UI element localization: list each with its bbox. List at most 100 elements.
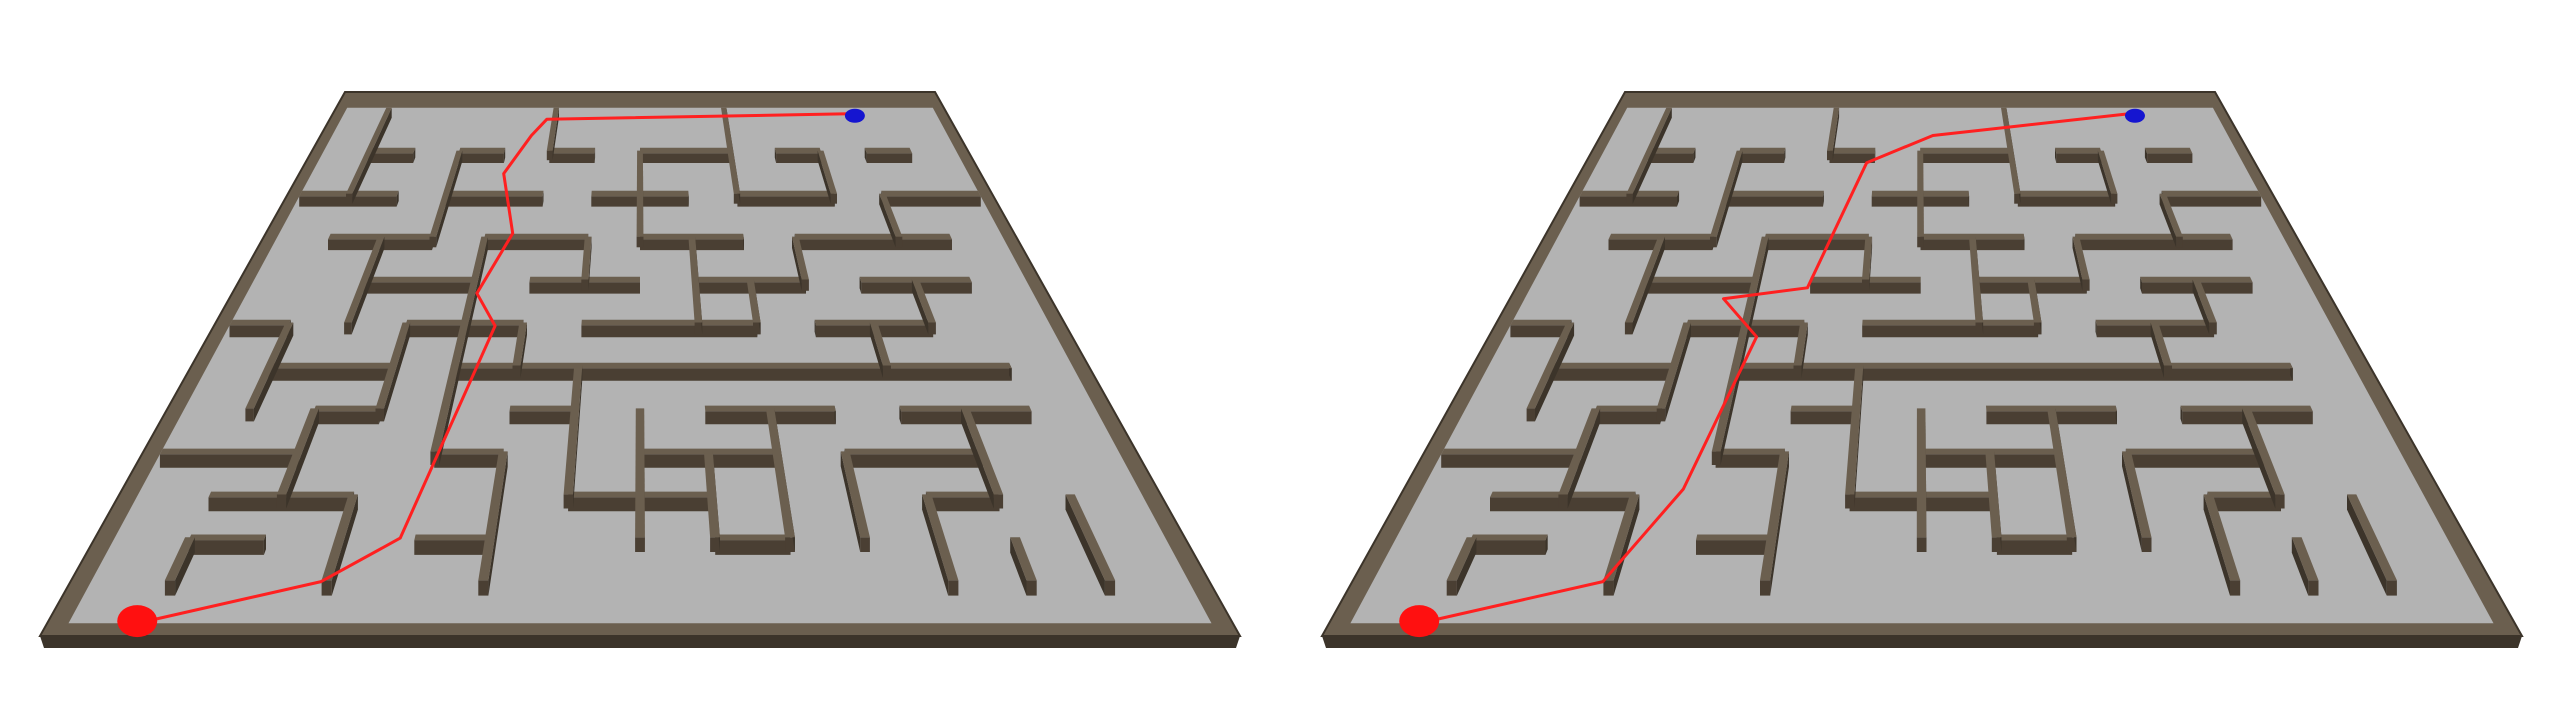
maze-wall-side bbox=[520, 322, 527, 378]
maze-wall-side bbox=[384, 322, 411, 422]
maze-wall-front bbox=[2076, 239, 2233, 251]
maze-wall-side bbox=[1716, 150, 1743, 248]
maze-wall-top bbox=[581, 319, 758, 326]
board-edge bbox=[40, 636, 1240, 648]
maze-wall-front bbox=[1991, 537, 2002, 552]
maze-wall-front bbox=[1760, 580, 1771, 596]
maze-wall-front bbox=[164, 580, 176, 596]
maze-wall-side bbox=[263, 534, 266, 555]
maze-wall-side bbox=[2072, 236, 2083, 291]
maze-wall-top bbox=[1738, 147, 1786, 154]
maze-wall-top bbox=[581, 236, 592, 280]
maze-wall-front bbox=[549, 153, 595, 163]
maze-wall-top bbox=[774, 147, 822, 154]
maze-wall-side bbox=[2291, 537, 2309, 596]
maze-wall-top bbox=[1710, 150, 1743, 237]
maze-wall-top bbox=[2047, 408, 2077, 538]
maze-wall-side bbox=[542, 190, 544, 207]
maze-wall-top bbox=[635, 408, 645, 538]
maze-wall-top bbox=[1862, 319, 2039, 326]
maze-wall-front bbox=[785, 537, 795, 552]
maze-wall-front bbox=[344, 322, 352, 335]
maze-wall-side bbox=[2122, 451, 2142, 552]
maze-wall-top bbox=[840, 451, 870, 538]
maze-wall-top bbox=[746, 279, 761, 323]
maze-wall-side bbox=[1770, 451, 1789, 596]
maze-wall-front bbox=[434, 454, 503, 468]
maze-wall-front bbox=[454, 368, 1012, 381]
maze-wall-front bbox=[928, 322, 936, 335]
maze-wall-side bbox=[1720, 365, 1740, 465]
maze-wall-top bbox=[1829, 147, 1876, 154]
maze-wall-side bbox=[573, 365, 583, 509]
maze-wall-front bbox=[268, 368, 393, 381]
maze-wall-front bbox=[1916, 537, 1927, 552]
maze-wall-front bbox=[484, 239, 588, 251]
maze-wall-top bbox=[1793, 322, 1808, 366]
maze-wall-front bbox=[2209, 322, 2217, 335]
start-marker bbox=[1399, 605, 1440, 638]
maze-wall-side bbox=[1456, 537, 1477, 596]
maze-wall-front bbox=[1626, 193, 1633, 204]
maze-wall-side bbox=[2180, 405, 2183, 425]
maze-wall-top bbox=[1065, 494, 1116, 581]
maze-wall-front bbox=[927, 497, 1000, 512]
maze-wall-top bbox=[458, 147, 506, 154]
maze-wall-side bbox=[2055, 147, 2057, 163]
maze-wall-top bbox=[1760, 451, 1789, 581]
maze-wall-top bbox=[1725, 190, 1824, 197]
maze-wall-top bbox=[736, 190, 835, 197]
maze-wall-front bbox=[1446, 580, 1457, 596]
maze-wall-front bbox=[2082, 279, 2090, 291]
maze-wall-front bbox=[2386, 580, 2397, 596]
maze-wall-top bbox=[1624, 236, 1665, 323]
maze-wall-side bbox=[2192, 279, 2210, 335]
maze-wall-top bbox=[346, 107, 392, 194]
maze-wall-top bbox=[1985, 451, 2002, 538]
maze-wall-top bbox=[321, 494, 358, 581]
maze-wall-top bbox=[188, 534, 266, 541]
maze-wall-side bbox=[488, 451, 508, 596]
maze-wall-front bbox=[367, 153, 414, 163]
maze-wall-top bbox=[1558, 408, 1601, 495]
maze-wall-front bbox=[1594, 411, 1661, 425]
maze-wall-front bbox=[1790, 411, 1856, 425]
maze-wall-side bbox=[1535, 322, 1575, 422]
maze-wall-top bbox=[922, 494, 959, 581]
maze-wall-top bbox=[911, 279, 936, 323]
maze-wall-side bbox=[1677, 190, 1680, 207]
maze-wall-top bbox=[454, 362, 1012, 369]
maze-wall-side bbox=[1065, 494, 1105, 596]
maze-wall-front bbox=[1696, 540, 1772, 555]
maze-wall-top bbox=[1917, 150, 1924, 237]
maze-wall-front bbox=[860, 537, 870, 552]
maze-wall-front bbox=[1793, 365, 1802, 378]
maze-wall-side bbox=[253, 322, 294, 422]
maze-wall-top bbox=[2016, 190, 2116, 197]
maze-wall-front bbox=[1917, 236, 1924, 248]
maze-wall-front bbox=[245, 408, 254, 422]
maze-wall-front bbox=[2230, 580, 2241, 596]
maze-wall-top bbox=[1603, 494, 1640, 581]
maze-wall-front bbox=[866, 153, 913, 163]
maze-wall-side bbox=[396, 190, 399, 207]
maze-wall-front bbox=[1862, 279, 1870, 291]
maze-wall-side bbox=[2159, 193, 2177, 248]
maze-wall-front bbox=[188, 540, 264, 555]
maze-wall-front bbox=[2014, 193, 2021, 204]
maze-wall-front bbox=[883, 196, 981, 207]
goal-marker bbox=[844, 108, 865, 123]
start-marker bbox=[117, 605, 158, 638]
maze-wall-front bbox=[2033, 322, 2042, 335]
maze-wall-top bbox=[2075, 233, 2233, 240]
maze-wall-front bbox=[1827, 150, 1833, 161]
maze-wall-top bbox=[2055, 147, 2102, 154]
maze-wall-side bbox=[1665, 322, 1691, 422]
maze-wall-side bbox=[911, 279, 929, 335]
maze-wall-front bbox=[458, 153, 504, 163]
maze-wall-side bbox=[458, 236, 488, 378]
maze-wall-side bbox=[2150, 322, 2164, 378]
maze-wall-top bbox=[1446, 537, 1477, 581]
maze-wall-top bbox=[1790, 405, 1857, 412]
